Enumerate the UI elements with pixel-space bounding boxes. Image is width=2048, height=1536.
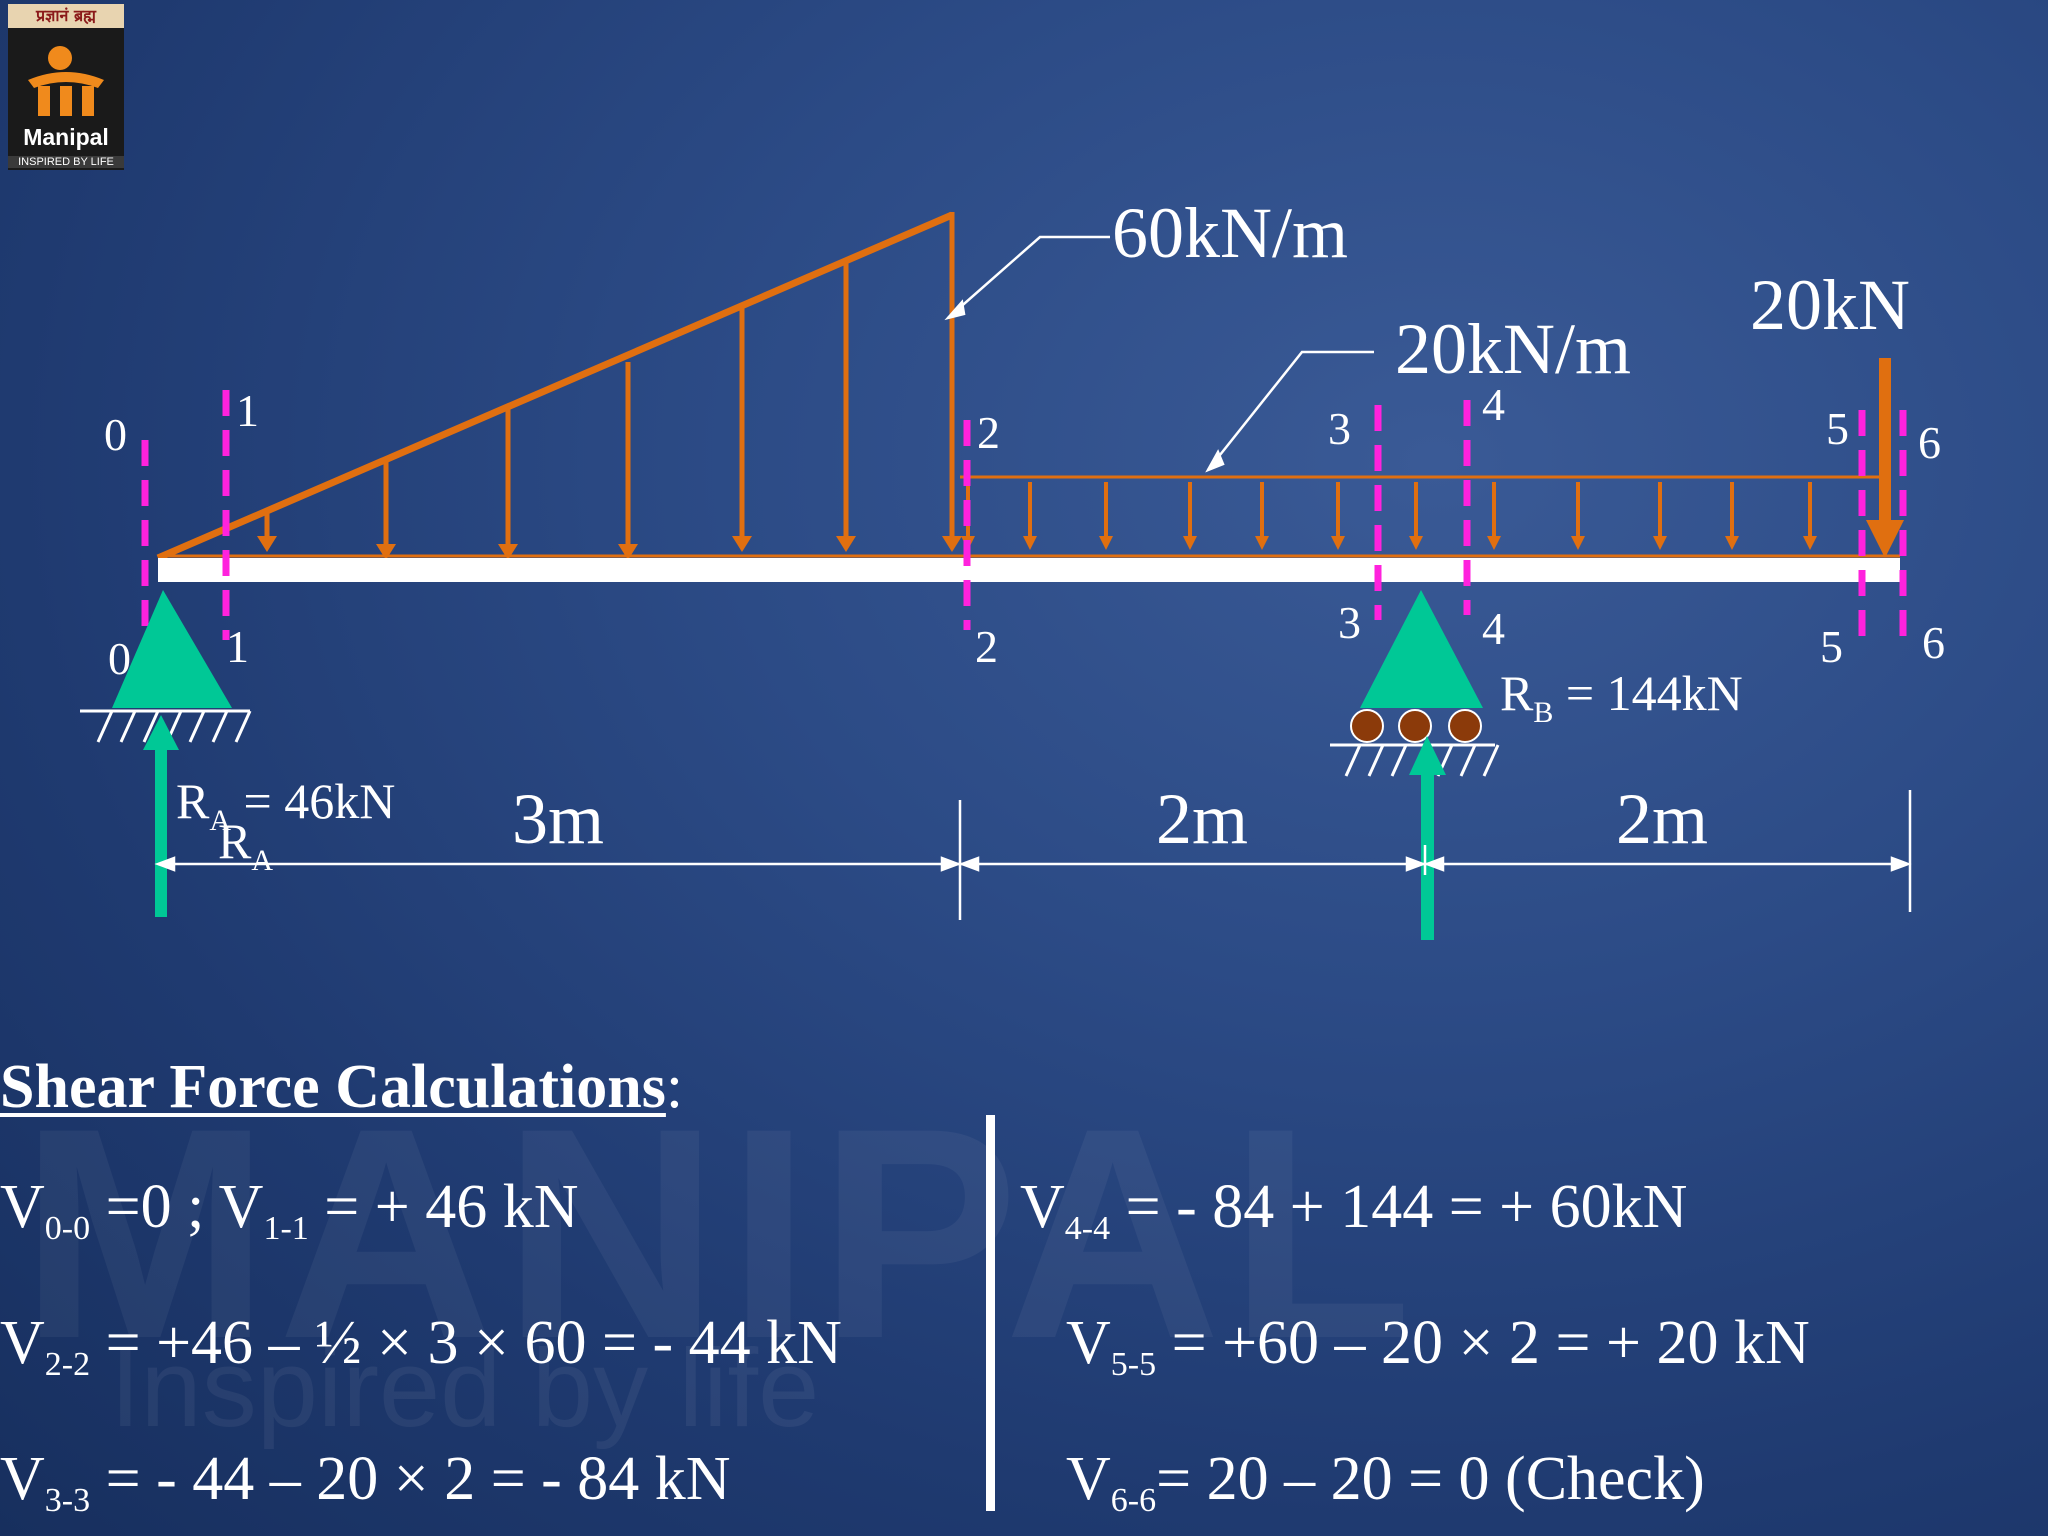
uvl-peak-label: 60kN/m <box>1112 193 1349 273</box>
span-label: 2m <box>1156 779 1249 859</box>
section-label-top: 2 <box>977 407 1000 458</box>
equation-divider <box>986 1115 995 1511</box>
span-label: 2m <box>1616 779 1709 859</box>
section-label-bottom: 1 <box>226 621 249 672</box>
section-lines <box>141 390 1907 650</box>
udl-label: 20kN/m <box>1395 309 1632 389</box>
section-label-bottom: 0 <box>108 633 131 684</box>
section-label-bottom: 6 <box>1922 617 1945 668</box>
logo-tagline: INSPIRED BY LIFE <box>8 156 124 168</box>
watermark-word: MANIPAL <box>20 1065 1421 1401</box>
udl-load <box>960 475 1884 550</box>
uvl-load <box>156 211 962 562</box>
logo-motto: प्रज्ञानं ब्रह्म <box>8 4 124 28</box>
section-label-top: 4 <box>1482 379 1505 430</box>
section-label-bottom: 2 <box>975 621 998 672</box>
leader-lines <box>944 235 1374 473</box>
reaction-a-arrow <box>143 715 179 917</box>
section-label-bottom: 3 <box>1338 597 1361 648</box>
section-label-top: 5 <box>1826 403 1849 454</box>
uvl-arrows <box>257 215 962 560</box>
equation-v0-v1: V0-0 =0 ; V1-1 = + 46 kN <box>0 1173 579 1247</box>
dimension-lines <box>154 790 1912 920</box>
section-label-top: 3 <box>1328 403 1351 454</box>
section-label-bottom: 4 <box>1482 603 1505 654</box>
logo-emblem-icon <box>28 46 104 116</box>
roller-icon <box>1350 709 1482 743</box>
manipal-logo: प्रज्ञानं ब्रह्म Manipal INSPIRED BY LIF… <box>8 4 124 170</box>
section-heading: Shear Force Calculations: <box>0 1053 684 1121</box>
support-a <box>80 590 252 743</box>
reaction-b-label: RB = 144kN <box>1500 665 1743 729</box>
section-label-bottom: 5 <box>1820 621 1843 672</box>
equation-v2: V2-2 = +46 – ½ × 3 × 60 = - 44 kN <box>0 1309 842 1383</box>
support-b <box>1330 590 1500 777</box>
section-label-top: 6 <box>1918 417 1941 468</box>
point-load-label: 20kN <box>1750 265 1910 345</box>
watermark-tagline: Inspired by life <box>110 1327 820 1450</box>
equation-v5: V5-5 = +60 – 20 × 2 = + 20 kN <box>1066 1309 1810 1383</box>
span-label: 3m <box>512 779 605 859</box>
beam <box>158 558 1900 582</box>
section-label-top: 1 <box>236 385 259 436</box>
equation-v6: V6-6= 20 – 20 = 0 (Check) <box>1066 1445 1705 1519</box>
reaction-a-label-duplicate: RA <box>218 813 274 877</box>
equation-v3: V3-3 = - 44 – 20 × 2 = - 84 kN <box>0 1445 731 1519</box>
reaction-b-arrow <box>1409 736 1446 940</box>
section-label-top: 0 <box>104 409 127 460</box>
point-load-arrow <box>1866 358 1904 558</box>
equation-v4: V4-4 = - 84 + 144 = + 60kN <box>1020 1173 1688 1247</box>
logo-name: Manipal <box>23 124 109 150</box>
reaction-a-label: RA = 46kN <box>176 773 396 837</box>
